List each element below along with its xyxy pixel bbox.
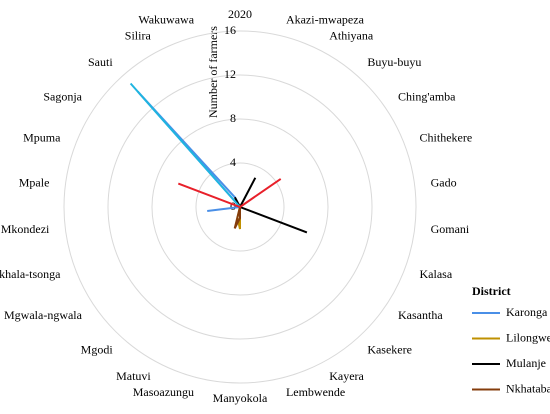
category-label: Mgwala-ngwala	[4, 308, 83, 322]
category-label: Kalasa	[420, 267, 453, 281]
grid-ring	[63, 30, 417, 384]
category-label: Sauti	[88, 55, 113, 69]
category-label: Ching'amba	[398, 90, 456, 104]
legend-label: Mulanje	[506, 356, 546, 370]
category-label: Mkondezi	[1, 222, 50, 236]
series-line	[233, 206, 241, 229]
category-label: Mkhala-tsonga	[0, 267, 61, 281]
category-label: Buyu-buyu	[367, 55, 421, 69]
category-label: Matuvi	[116, 369, 151, 383]
category-label: Manyokola	[213, 391, 268, 405]
r-tick-label: 8	[230, 111, 236, 125]
legend-label: Karonga	[506, 305, 548, 319]
r-tick-label: 0	[230, 199, 236, 213]
r-tick-label: 4	[230, 155, 236, 169]
r-tick-label: 12	[224, 67, 236, 81]
r-tick-label: 16	[224, 23, 236, 37]
category-label: Kayera	[329, 369, 364, 383]
grid-ring	[107, 74, 373, 340]
axis-title: Number of farmers	[206, 26, 220, 118]
series-line	[129, 82, 241, 208]
legend-title: District	[472, 284, 511, 298]
category-label: Athiyana	[329, 29, 374, 43]
category-label: 2020	[228, 7, 252, 21]
series-line	[234, 177, 308, 234]
category-label: Chithekere	[420, 131, 473, 145]
legend-label: Lilongwe	[506, 330, 550, 344]
category-label: Gado	[431, 176, 457, 190]
category-label: Kasekere	[367, 342, 412, 356]
category-label: Masoazungu	[133, 385, 194, 399]
category-label: Wakuwawa	[138, 12, 194, 26]
category-label: Mgodi	[81, 342, 114, 356]
grid-ring	[195, 162, 285, 252]
category-label: Gomani	[431, 222, 470, 236]
category-label: Akazi-mwapeza	[286, 12, 365, 26]
legend-label: Nkhatabay	[506, 381, 550, 395]
category-label: Mpale	[19, 176, 50, 190]
category-label: Kasantha	[398, 308, 443, 322]
category-label: Lembwende	[286, 385, 345, 399]
category-label: Mpuma	[23, 131, 61, 145]
category-label: Sagonja	[43, 90, 82, 104]
grid-ring	[151, 118, 329, 296]
category-label: Silira	[125, 29, 152, 43]
series-line	[177, 178, 282, 209]
